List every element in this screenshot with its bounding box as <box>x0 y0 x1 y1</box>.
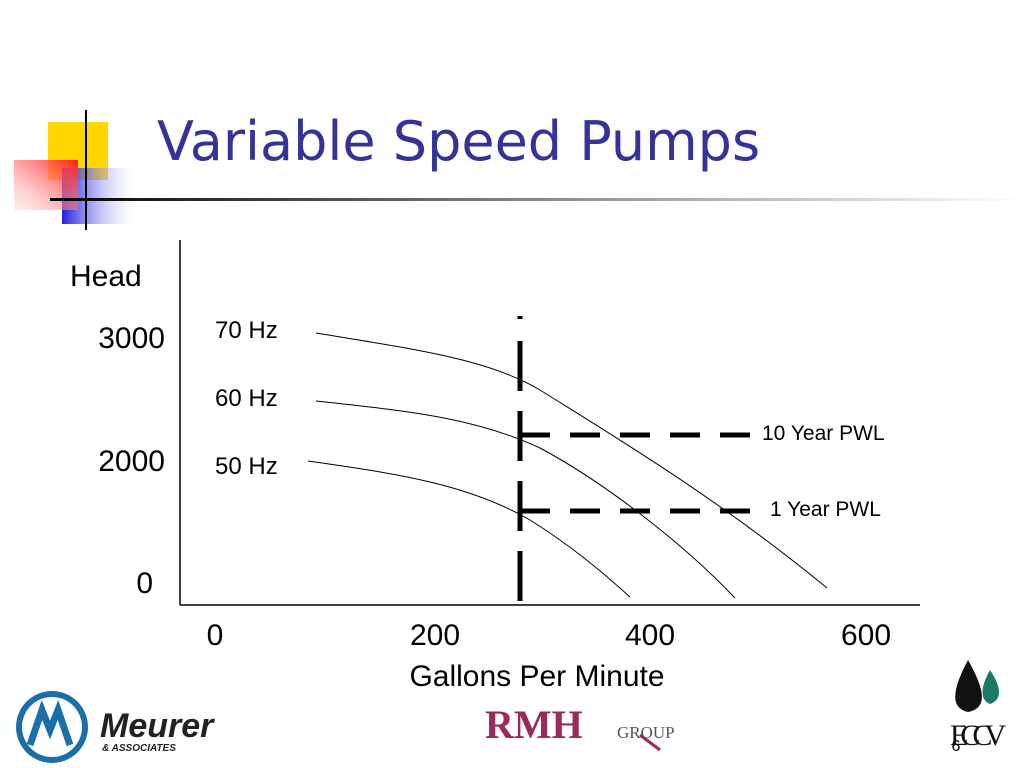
eccv-logo: ECCV <box>950 660 1006 752</box>
x-tick-label: 400 <box>625 619 675 652</box>
slide-title: Variable Speed Pumps <box>157 110 760 173</box>
x-axis-label: Gallons Per Minute <box>409 660 664 693</box>
curve-label: 70 Hz <box>215 317 278 344</box>
curve-label: 60 Hz <box>215 385 278 412</box>
rmh-logo: RMH GROUP <box>485 702 675 752</box>
x-tick-label: 200 <box>410 619 460 652</box>
y-tick-label: 3000 <box>98 322 165 355</box>
logo-text: GROUP <box>617 723 675 742</box>
y-tick-label: 0 <box>136 567 153 600</box>
meurer-logo: Meurer & ASSOCIATES <box>16 691 215 763</box>
logo-text: & ASSOCIATES <box>102 743 176 754</box>
page-number: 6 <box>952 738 961 755</box>
y-tick-label: 2000 <box>98 445 165 478</box>
logo-text: Meurer <box>100 707 215 745</box>
title-decoration <box>14 110 1024 230</box>
x-tick-label: 0 <box>207 619 224 652</box>
y-axis-label: Head <box>70 260 142 293</box>
curve-70hz <box>315 332 828 589</box>
line-label: 10 Year PWL <box>762 422 885 445</box>
curve-50hz <box>307 460 631 598</box>
curve-label: 50 Hz <box>215 453 278 480</box>
line-label: 1 Year PWL <box>770 498 881 521</box>
curve-60hz <box>315 400 736 599</box>
logo-text: ECCV <box>950 719 1006 752</box>
logo-text: RMH <box>485 702 583 747</box>
chart-area <box>179 240 920 606</box>
x-tick-label: 600 <box>841 619 891 652</box>
